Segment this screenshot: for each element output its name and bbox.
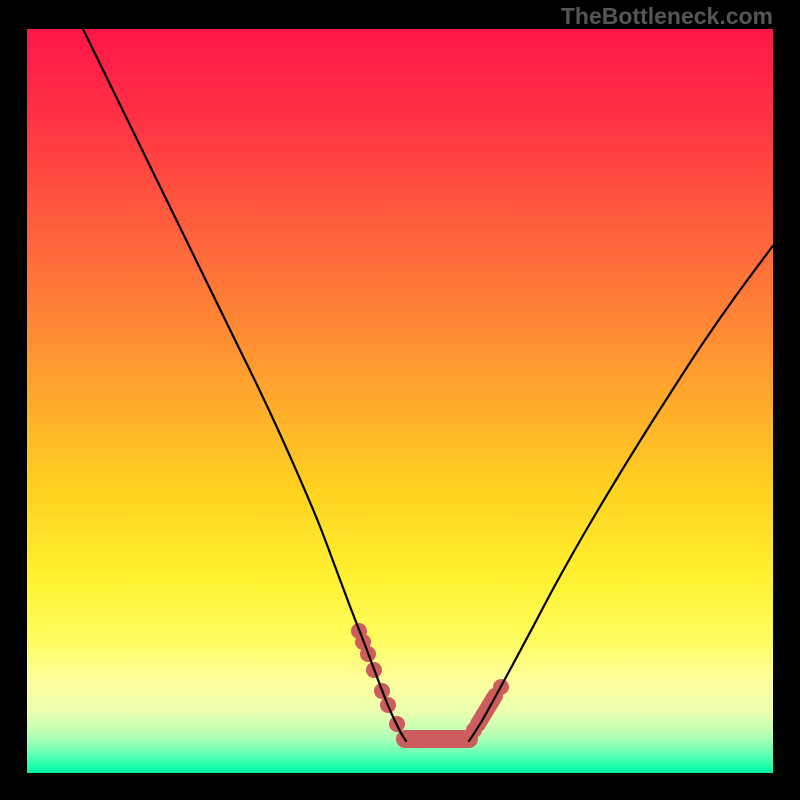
gradient-background bbox=[27, 29, 773, 773]
chart-svg bbox=[27, 29, 773, 773]
watermark-text: TheBottleneck.com bbox=[561, 3, 773, 30]
chart-frame bbox=[27, 29, 773, 773]
